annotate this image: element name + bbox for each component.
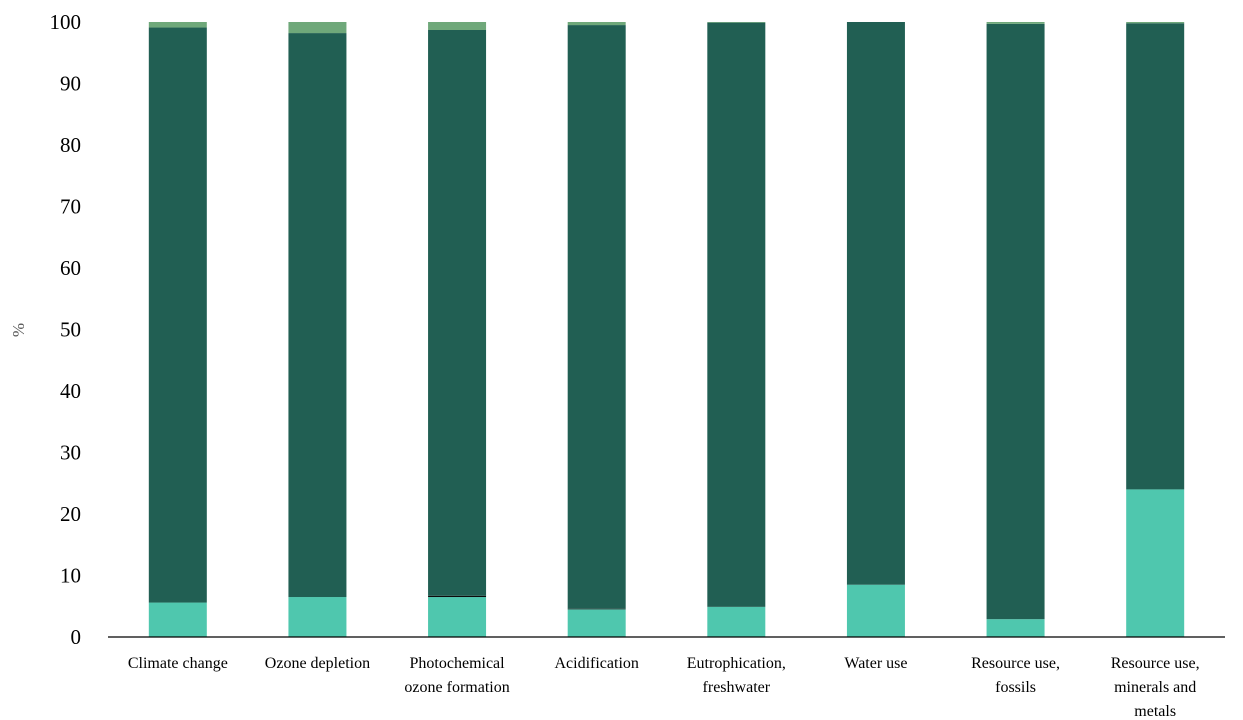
bar-segment — [428, 22, 487, 30]
bar-segment — [1126, 23, 1185, 490]
y-axis-ticks: 0 10 20 30 40 50 60 70 80 90 100 — [50, 10, 82, 649]
x-tick-label: Resource use, minerals and metals — [1111, 655, 1200, 720]
bar-segment — [567, 22, 626, 26]
y-tick-label: 70 — [60, 195, 81, 219]
y-tick-label: 100 — [50, 10, 82, 34]
bar-segment — [986, 22, 1045, 24]
bar-segment — [707, 22, 766, 607]
bar-segment — [148, 22, 207, 28]
bar-segment — [1126, 489, 1185, 637]
bar-segment — [986, 619, 1045, 637]
bar-segment — [428, 597, 487, 637]
bar-segment — [846, 22, 905, 585]
bar-segment — [846, 584, 905, 637]
x-tick-label: Climate change — [128, 655, 228, 672]
bar-segment — [567, 608, 626, 610]
x-tick-label: Acidification — [554, 655, 638, 672]
x-tick-label: Resource use, fossils — [971, 655, 1060, 696]
y-tick-label: 20 — [60, 502, 81, 526]
bar-segment — [707, 606, 766, 637]
y-tick-label: 90 — [60, 72, 81, 96]
bar-segment — [288, 597, 347, 637]
x-tick-label: Ozone depletion — [265, 655, 370, 672]
y-tick-label: 80 — [60, 133, 81, 157]
y-tick-label: 50 — [60, 318, 81, 342]
bars — [148, 22, 1185, 637]
y-tick-label: 10 — [60, 564, 81, 588]
y-tick-label: 40 — [60, 379, 81, 403]
bar-segment — [148, 602, 207, 637]
y-tick-label: 60 — [60, 256, 81, 280]
x-tick-label: Eutrophication, freshwater — [687, 655, 786, 696]
bar-segment — [986, 23, 1045, 620]
bar-segment — [567, 25, 626, 609]
bar-segment — [288, 22, 347, 34]
y-axis-label: % — [9, 323, 28, 337]
y-tick-label: 0 — [71, 625, 82, 649]
bar-segment — [1126, 22, 1185, 24]
bar-segment — [148, 27, 207, 603]
bar-segment — [428, 595, 487, 598]
x-tick-label: Photochemical ozone formation — [404, 655, 509, 696]
bar-segment — [567, 609, 626, 637]
y-tick-label: 30 — [60, 441, 81, 465]
bar-segment — [428, 29, 487, 596]
x-axis-labels: Climate change Ozone depletion Photochemic… — [128, 655, 1200, 720]
x-tick-label: Water use — [844, 655, 907, 672]
bar-segment — [288, 33, 347, 598]
bar-segment — [707, 22, 766, 23]
